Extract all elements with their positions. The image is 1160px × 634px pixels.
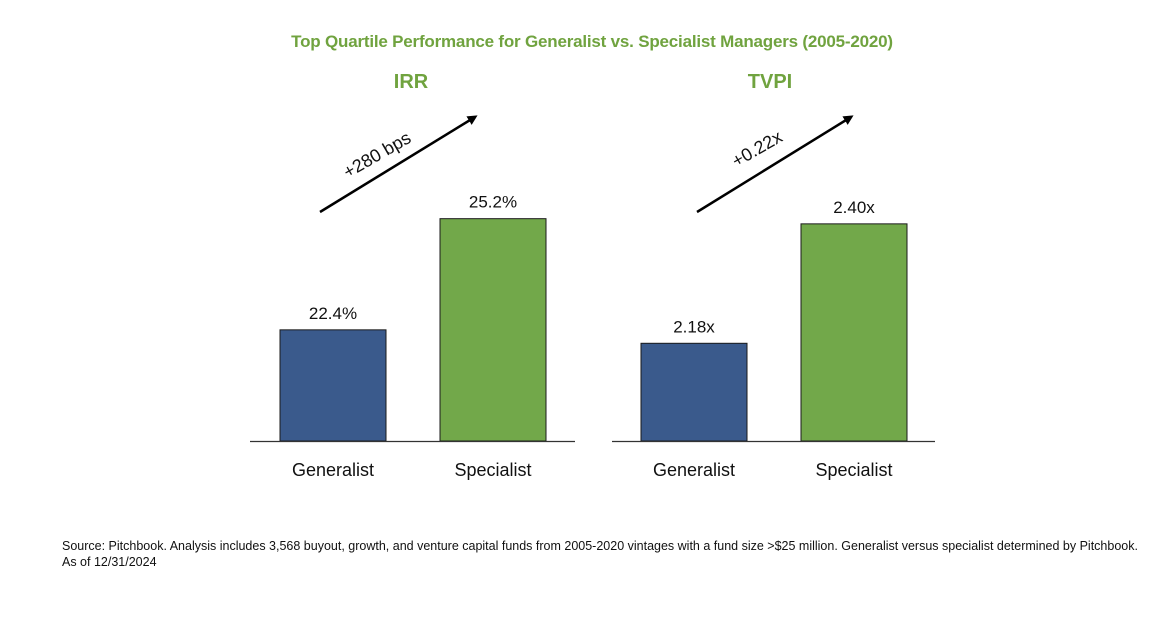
category-label-generalist: Generalist — [653, 460, 735, 480]
chart-panel-irr: IRR 22.4% Generalist 25.2% Specialist +280 bp… — [250, 71, 575, 480]
category-label-generalist: Generalist — [292, 460, 374, 480]
annotation-label: +280 bps — [340, 127, 415, 182]
increase-arrow — [696, 115, 854, 214]
source-note: Source: Pitchbook. Analysis includes 3,5… — [62, 539, 1138, 569]
bar-specialist — [439, 218, 547, 442]
category-label-specialist: Specialist — [815, 460, 892, 480]
data-label-generalist: 2.18x — [673, 317, 715, 336]
bar-specialist — [800, 223, 908, 442]
bar-generalist — [640, 342, 748, 442]
chart-title: IRR — [394, 71, 429, 93]
data-label-generalist: 22.4% — [309, 304, 357, 323]
data-label-specialist: 25.2% — [469, 193, 517, 212]
data-label-specialist: 2.40x — [833, 198, 875, 217]
chart-panel-tvpi: TVPI 2.18x Generalist 2.40x Specialist +0.22x — [612, 71, 935, 480]
increase-arrow — [319, 115, 478, 214]
chart-title: TVPI — [748, 71, 792, 93]
bar-generalist — [279, 329, 387, 442]
annotation-label: +0.22x — [728, 127, 785, 172]
category-label-specialist: Specialist — [454, 460, 531, 480]
page-title: Top Quartile Performance for Generalist … — [291, 32, 893, 51]
